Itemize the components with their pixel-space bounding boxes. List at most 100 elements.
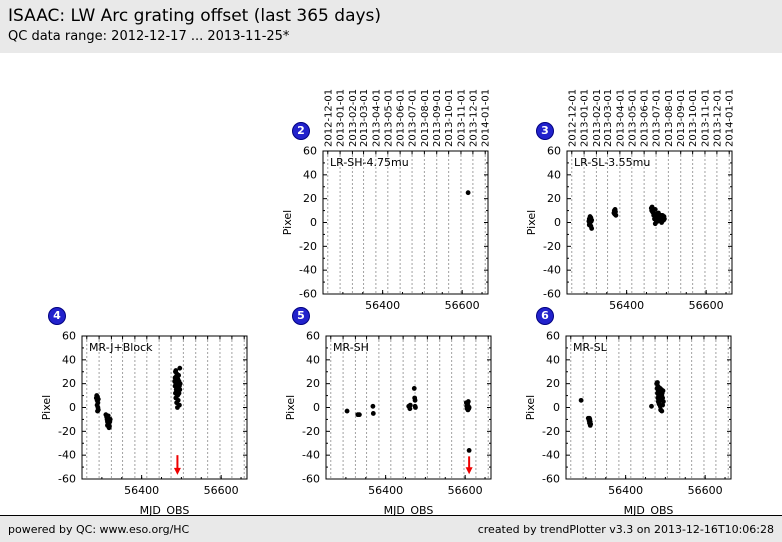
- plot-5-canvas: -60 -40 -20 0 20 40 60 56400 56600 Pixel MJD_OBS MR…: [284, 330, 492, 516]
- svg-text:56600: 56600: [445, 299, 480, 312]
- svg-text:20: 20: [62, 377, 76, 390]
- plot-badge-4[interactable]: 4: [48, 307, 66, 325]
- y-axis-label: Pixel: [284, 395, 297, 420]
- svg-text:-20: -20: [543, 240, 561, 253]
- svg-text:60: 60: [546, 330, 560, 343]
- y-axis-label: Pixel: [281, 210, 294, 235]
- svg-text:56600: 56600: [689, 299, 724, 312]
- svg-text:2013-06-01: 2013-06-01: [640, 89, 651, 147]
- svg-text:20: 20: [547, 192, 561, 205]
- svg-text:2013-12-01: 2013-12-01: [468, 89, 479, 147]
- svg-text:-20: -20: [299, 240, 317, 253]
- svg-text:2013-02-01: 2013-02-01: [348, 89, 359, 147]
- svg-text:-60: -60: [58, 473, 76, 486]
- svg-text:2013-07-01: 2013-07-01: [652, 89, 663, 147]
- svg-text:-40: -40: [542, 449, 560, 462]
- svg-text:2013-01-01: 2013-01-01: [336, 89, 347, 147]
- plot-badge-6[interactable]: 6: [536, 307, 554, 325]
- svg-text:56600: 56600: [688, 484, 723, 497]
- svg-text:-40: -40: [543, 264, 561, 277]
- svg-text:56400: 56400: [608, 484, 643, 497]
- svg-text:2013-05-01: 2013-05-01: [383, 89, 394, 147]
- y-axis-label: Pixel: [525, 210, 538, 235]
- y-axis-label: Pixel: [524, 395, 537, 420]
- svg-text:2012-12-01: 2012-12-01: [323, 89, 334, 147]
- page-title: ISAAC: LW Arc grating offset (last 365 d…: [8, 6, 382, 26]
- svg-text:40: 40: [62, 353, 76, 366]
- plot-badge-5[interactable]: 5: [292, 307, 310, 325]
- svg-text:20: 20: [303, 192, 317, 205]
- svg-text:2013-08-01: 2013-08-01: [420, 89, 431, 147]
- footer-created-by: created by trendPlotter v3.3 on 2013-12-…: [477, 522, 774, 536]
- svg-text:2013-10-01: 2013-10-01: [444, 89, 455, 147]
- svg-text:0: 0: [313, 401, 320, 414]
- footer-powered-by: powered by QC: www.eso.org/HC: [8, 522, 190, 536]
- svg-text:40: 40: [303, 168, 317, 181]
- plot-4-canvas: -60 -40 -20 0 20 40 60 56400 56600 Pixel MJD_OBS MR…: [40, 330, 248, 516]
- svg-text:20: 20: [546, 377, 560, 390]
- svg-text:-60: -60: [302, 473, 320, 486]
- x-axis-label: MJD_OBS: [384, 504, 434, 516]
- svg-text:2013-11-01: 2013-11-01: [700, 89, 711, 147]
- svg-text:60: 60: [62, 330, 76, 343]
- svg-text:2013-03-01: 2013-03-01: [603, 89, 614, 147]
- svg-text:2013-02-01: 2013-02-01: [592, 89, 603, 147]
- plot-2-canvas: 2012-12-01 2013-01-01 2013-02-01 2013-03-01…: [281, 89, 492, 312]
- plot-setting-label: MR-J+Block: [89, 341, 153, 354]
- svg-text:-40: -40: [58, 449, 76, 462]
- svg-text:0: 0: [69, 401, 76, 414]
- svg-text:-40: -40: [302, 449, 320, 462]
- svg-text:2013-09-01: 2013-09-01: [676, 89, 687, 147]
- svg-text:2013-04-01: 2013-04-01: [615, 89, 626, 147]
- svg-text:56400: 56400: [368, 484, 403, 497]
- svg-text:2013-06-01: 2013-06-01: [396, 89, 407, 147]
- svg-text:2013-03-01: 2013-03-01: [359, 89, 370, 147]
- plot-setting-label: MR-SL: [573, 341, 608, 354]
- svg-text:60: 60: [303, 145, 317, 158]
- x-axis-label: MJD_OBS: [624, 504, 674, 516]
- svg-text:-60: -60: [299, 288, 317, 301]
- svg-text:0: 0: [554, 216, 561, 229]
- plot-setting-label: LR-SL-3.55mu: [574, 156, 650, 169]
- svg-text:2013-08-01: 2013-08-01: [664, 89, 675, 147]
- svg-text:2013-12-01: 2013-12-01: [712, 89, 723, 147]
- svg-text:-40: -40: [299, 264, 317, 277]
- plot-badge-3[interactable]: 3: [536, 122, 554, 140]
- plot-6-canvas: -60 -40 -20 0 20 40 60 56400 56600 Pixel MJD_OBS MR…: [524, 330, 732, 516]
- svg-text:2013-09-01: 2013-09-01: [432, 89, 443, 147]
- svg-text:-20: -20: [302, 425, 320, 438]
- y-axis-label: Pixel: [40, 395, 53, 420]
- svg-text:20: 20: [306, 377, 320, 390]
- svg-text:56400: 56400: [609, 299, 644, 312]
- plot-setting-label: MR-SH: [333, 341, 369, 354]
- svg-text:0: 0: [310, 216, 317, 229]
- svg-text:40: 40: [306, 353, 320, 366]
- plot-setting-label: LR-SH-4.75mu: [330, 156, 409, 169]
- svg-text:2013-10-01: 2013-10-01: [688, 89, 699, 147]
- svg-text:2012-12-01: 2012-12-01: [567, 89, 578, 147]
- svg-text:60: 60: [547, 145, 561, 158]
- svg-text:40: 40: [546, 353, 560, 366]
- x-axis-label: MJD_OBS: [140, 504, 190, 516]
- plot-badge-2[interactable]: 2: [292, 122, 310, 140]
- svg-text:2014-01-01: 2014-01-01: [725, 89, 736, 147]
- svg-text:56400: 56400: [124, 484, 159, 497]
- svg-text:2013-04-01: 2013-04-01: [371, 89, 382, 147]
- svg-text:-60: -60: [542, 473, 560, 486]
- report-footer: powered by QC: www.eso.org/HC created by…: [0, 515, 782, 542]
- svg-text:0: 0: [553, 401, 560, 414]
- svg-text:2014-01-01: 2014-01-01: [481, 89, 492, 147]
- qc-data-range: QC data range: 2012-12-17 ... 2013-11-25…: [8, 29, 290, 44]
- svg-text:2013-07-01: 2013-07-01: [408, 89, 419, 147]
- svg-text:-20: -20: [542, 425, 560, 438]
- svg-text:-20: -20: [58, 425, 76, 438]
- svg-text:56600: 56600: [448, 484, 483, 497]
- svg-text:-60: -60: [543, 288, 561, 301]
- svg-text:2013-11-01: 2013-11-01: [456, 89, 467, 147]
- plot-3-canvas: 2012-12-01 2013-01-01 2013-02-01 2013-03-01…: [525, 89, 736, 312]
- report-header: ISAAC: LW Arc grating offset (last 365 d…: [0, 0, 782, 53]
- svg-text:56400: 56400: [365, 299, 400, 312]
- svg-text:60: 60: [306, 330, 320, 343]
- svg-text:40: 40: [547, 168, 561, 181]
